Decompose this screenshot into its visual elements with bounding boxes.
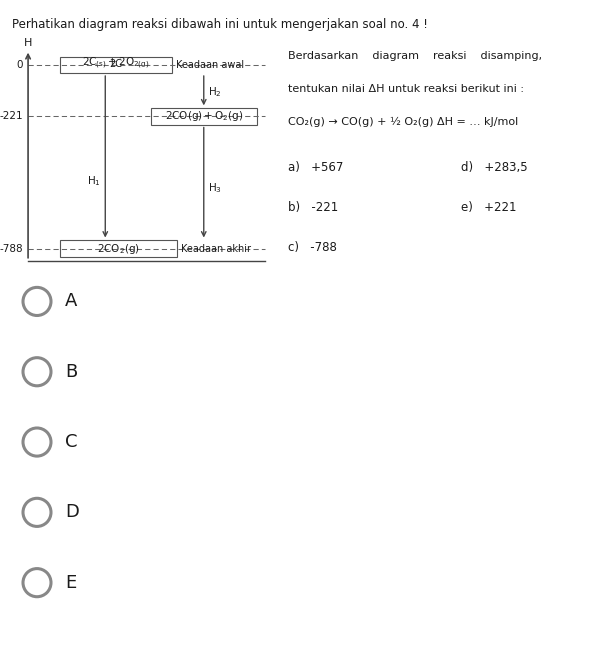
Text: C: C [65,433,77,451]
Bar [60,57,172,73]
Text: H: H [24,38,32,48]
Text: e)   +221: e) +221 [461,202,516,214]
Text: Keadaan akhir: Keadaan akhir [181,244,251,254]
Text: 2C: 2C [110,59,122,69]
Text: b)   -221: b) -221 [287,202,338,214]
Text: tentukan nilai ΔH untuk reaksi berikut ini :: tentukan nilai ΔH untuk reaksi berikut i… [287,84,523,94]
Text: E: E [65,574,76,592]
Text: c)   -788: c) -788 [287,241,336,254]
Text: B: B [65,363,77,381]
Text: a)   +567: a) +567 [287,161,343,175]
Text: CO₂(g) → CO(g) + ½ O₂(g) ΔH = … kJ/mol: CO₂(g) → CO(g) + ½ O₂(g) ΔH = … kJ/mol [287,117,518,127]
Text: D: D [65,504,79,522]
Bar [60,241,177,256]
Text: Perhatikan diagram reaksi dibawah ini untuk mengerjakan soal no. 4 !: Perhatikan diagram reaksi dibawah ini un… [12,17,428,30]
Text: -788: -788 [0,244,23,254]
Bar [151,108,257,124]
Text: Keadaan awal: Keadaan awal [176,60,244,70]
Text: $\mathregular{2C_{(s)} + 2O_{2(g)}}$: $\mathregular{2C_{(s)} + 2O_{2(g)}}$ [82,56,149,71]
Text: $\mathregular{H_3}$: $\mathregular{H_3}$ [208,182,221,196]
Text: -221: -221 [0,112,23,122]
Text: $\mathregular{H_2}$: $\mathregular{H_2}$ [208,85,221,98]
Text: 0: 0 [16,60,23,70]
Text: $\mathregular{2CO(g) + O_{2}(g)}$: $\mathregular{2CO(g) + O_{2}(g)}$ [165,110,243,124]
Text: A: A [65,292,77,311]
Text: Berdasarkan    diagram    reaksi    disamping,: Berdasarkan diagram reaksi disamping, [287,51,541,61]
Text: $\mathregular{2CO_{2}(g)}$: $\mathregular{2CO_{2}(g)}$ [97,241,140,256]
Text: d)   +283,5: d) +283,5 [461,161,528,175]
Text: $\mathregular{H_1}$: $\mathregular{H_1}$ [87,175,101,188]
